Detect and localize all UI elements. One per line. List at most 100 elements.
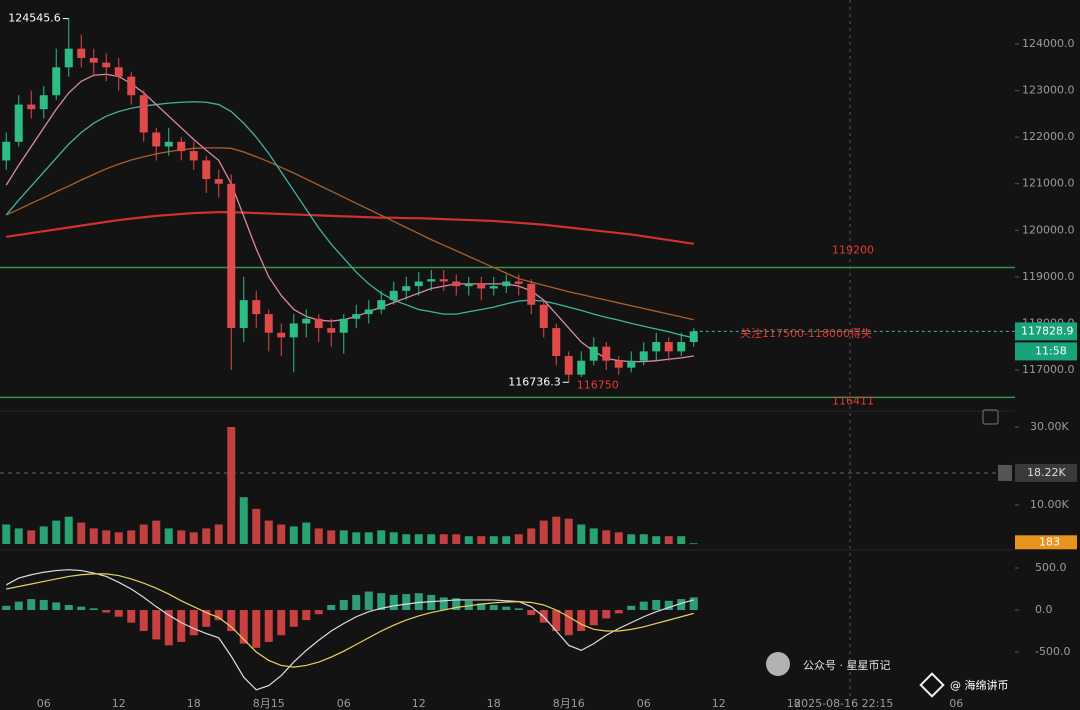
volume-bar — [89, 528, 98, 544]
macd-bar — [152, 610, 161, 640]
candle-body — [439, 279, 448, 282]
candle-body — [402, 286, 411, 291]
macd-bar — [239, 610, 248, 644]
macd-bar — [252, 610, 261, 648]
macd-bar — [202, 610, 211, 627]
macd-bar — [14, 601, 23, 611]
x-tick-label: 8月16 — [553, 697, 585, 710]
candle-body — [14, 104, 23, 142]
macd-bar — [364, 591, 373, 611]
macd-bar — [552, 610, 561, 632]
candle-body — [252, 300, 261, 315]
volume-bar — [527, 528, 536, 544]
volume-marker-label: 18.22K — [1027, 466, 1066, 479]
candle-body — [264, 314, 273, 333]
volume-bar — [327, 530, 336, 544]
candle-body — [577, 360, 586, 375]
candle-body — [489, 286, 498, 289]
volume-bar — [14, 528, 23, 544]
candle-body — [377, 300, 386, 310]
candle-body — [227, 183, 236, 329]
candle-body — [589, 346, 598, 361]
wechat-icon — [766, 652, 790, 676]
y-tick-label: 121000.0 — [1022, 177, 1075, 190]
candle-body — [514, 281, 523, 284]
macd-bar — [339, 599, 348, 611]
candle-body — [239, 300, 248, 329]
volume-bar — [627, 534, 636, 544]
volume-bar — [502, 536, 511, 544]
macd-bar — [189, 610, 198, 636]
volume-bar — [114, 532, 123, 544]
y-tick-label: 122000.0 — [1022, 130, 1075, 143]
line — [5, 101, 694, 339]
candle-body — [414, 281, 423, 287]
line — [6, 211, 694, 245]
volume-bar — [252, 508, 261, 544]
volume-bar — [127, 530, 136, 544]
macd-bar — [164, 610, 173, 646]
volume-bar — [564, 518, 573, 544]
x-tick-label: 8月15 — [253, 697, 285, 710]
volume-bar — [664, 536, 673, 544]
volume-add-button[interactable] — [998, 464, 1012, 481]
macd-bar — [489, 604, 498, 611]
candle-body — [77, 48, 86, 58]
macd-bar — [2, 605, 11, 611]
x-tick-label: 06 — [949, 697, 963, 710]
macd-bar — [289, 610, 298, 627]
countdown-label: 11:58 — [1035, 344, 1067, 357]
volume-bar — [414, 534, 423, 544]
candle-body — [564, 356, 573, 375]
volume-bar — [364, 532, 373, 544]
volume-bar — [427, 534, 436, 544]
candle-body — [114, 67, 123, 77]
volume-bar — [589, 528, 598, 544]
macd-bar — [427, 594, 436, 611]
candle-body — [527, 283, 536, 305]
volume-bar — [639, 534, 648, 544]
volume-bar — [577, 524, 586, 544]
volume-bar — [402, 534, 411, 544]
volume-bar — [677, 536, 686, 544]
volume-bar — [102, 530, 111, 544]
expand-icon[interactable] — [982, 409, 999, 425]
volume-bar — [552, 516, 561, 544]
volume-bar — [152, 520, 161, 544]
macd-bar — [564, 610, 573, 636]
candle-body — [639, 351, 648, 361]
macd-bar — [614, 610, 623, 614]
macd-bar — [402, 594, 411, 611]
macd-bar — [114, 610, 123, 617]
macd-bar — [627, 605, 636, 611]
macd-bar — [677, 599, 686, 611]
candle-body — [289, 323, 298, 338]
volume-bar — [339, 530, 348, 544]
x-tick-label: 12 — [712, 697, 726, 710]
high-label: 124545.6 — [8, 12, 61, 25]
candle-body — [152, 132, 161, 147]
volume-bar — [239, 497, 248, 544]
y-tick-label: 120000.0 — [1022, 223, 1075, 236]
volume-bar — [439, 534, 448, 544]
macd-bar — [477, 603, 486, 611]
line — [5, 147, 694, 321]
candle-body — [302, 318, 311, 324]
line — [5, 73, 694, 363]
volume-bar — [652, 536, 661, 544]
candle-body — [677, 342, 686, 352]
x-tick-label: 06 — [37, 697, 51, 710]
candle-body — [214, 179, 223, 184]
macd-bar — [227, 610, 236, 632]
watermark-author: @ 海绵讲币 — [950, 678, 1009, 692]
y-tick-label: 117000.0 — [1022, 363, 1075, 376]
macd-bar — [177, 610, 186, 642]
volume-bar — [139, 524, 148, 544]
macd-bar — [214, 610, 223, 621]
candle-body — [477, 283, 486, 289]
x-tick-label: 12 — [412, 697, 426, 710]
macd-bar — [652, 599, 661, 611]
y-tick-label: 30.00K — [1030, 420, 1069, 433]
volume-bar — [77, 522, 86, 544]
